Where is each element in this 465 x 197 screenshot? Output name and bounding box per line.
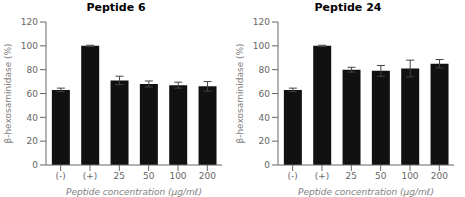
- svg-text:50: 50: [143, 171, 155, 181]
- svg-text:(+): (+): [315, 171, 330, 181]
- svg-text:(-): (-): [288, 171, 298, 181]
- svg-text:60: 60: [27, 89, 39, 99]
- svg-text:Peptide concentration (μg/mℓ): Peptide concentration (μg/mℓ): [298, 187, 434, 197]
- svg-text:20: 20: [27, 136, 39, 146]
- svg-text:Peptide concentration (μg/mℓ): Peptide concentration (μg/mℓ): [66, 187, 202, 197]
- svg-text:100: 100: [253, 41, 270, 51]
- svg-text:120: 120: [253, 17, 270, 27]
- svg-text:100: 100: [169, 171, 186, 181]
- svg-text:20: 20: [259, 136, 271, 146]
- html-text:Peptide 24: Peptide 24: [314, 1, 382, 14]
- svg-text:200: 200: [199, 171, 216, 181]
- svg-text:40: 40: [27, 113, 39, 123]
- svg-text:25: 25: [114, 171, 125, 181]
- svg-text:50: 50: [375, 171, 387, 181]
- svg-text:(+): (+): [83, 171, 98, 181]
- svg-text:(-): (-): [56, 171, 66, 181]
- svg-text:100: 100: [21, 41, 38, 51]
- svg-text:β-hexosaminidase (%): β-hexosaminidase (%): [235, 43, 245, 143]
- svg-text:100: 100: [401, 171, 418, 181]
- html-text:Peptide 6: Peptide 6: [86, 1, 146, 14]
- svg-text:0: 0: [32, 160, 38, 170]
- svg-text:200: 200: [431, 171, 448, 181]
- svg-text:80: 80: [27, 65, 39, 75]
- svg-text:β-hexosaminidase (%): β-hexosaminidase (%): [3, 43, 13, 143]
- svg-text:25: 25: [346, 171, 357, 181]
- svg-text:60: 60: [259, 89, 271, 99]
- svg-text:80: 80: [259, 65, 271, 75]
- svg-text:0: 0: [264, 160, 270, 170]
- svg-text:120: 120: [21, 17, 38, 27]
- svg-text:40: 40: [259, 113, 271, 123]
